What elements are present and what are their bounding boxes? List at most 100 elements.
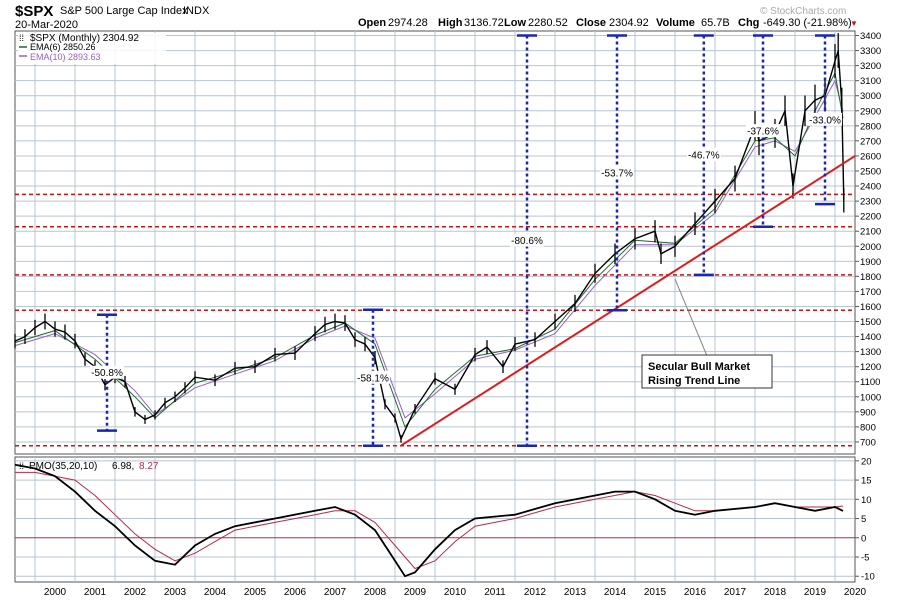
x-tick-label: 2000 — [44, 587, 67, 598]
x-tick-label: 2010 — [444, 587, 467, 598]
pmo-legend-icon: ⁞⁞ — [19, 461, 24, 471]
decline-label: -33.0% — [809, 115, 841, 126]
x-tick-label: 2011 — [484, 587, 506, 598]
chart-exchange: INDX — [183, 5, 210, 17]
y-tick-label: 1700 — [860, 287, 881, 298]
decline-label-bg — [686, 148, 721, 162]
chg-label: Chg — [738, 17, 759, 29]
x-tick-label: 2001 — [84, 587, 107, 598]
callout-box — [641, 354, 773, 389]
decline-label-bg — [600, 165, 634, 179]
x-tick-label: 2009 — [404, 587, 427, 598]
legend-ema10: EMA(10) 2893.63 — [30, 52, 101, 62]
open-value: 2974.28 — [388, 17, 428, 29]
low-label: Low — [504, 17, 526, 29]
y-tick-label: 2200 — [860, 212, 881, 223]
y-tick-label: 1500 — [860, 317, 881, 328]
decline-label: -46.7% — [688, 151, 720, 162]
x-tick-label: 2004 — [204, 587, 227, 598]
decline-label: -80.6% — [511, 236, 543, 247]
chg-value: -649.30 (-21.98%) — [763, 17, 852, 29]
x-tick-label: 2020 — [844, 587, 867, 598]
x-tick-label: 2006 — [284, 587, 307, 598]
legend-ema6: EMA(6) 2850.26 — [30, 42, 96, 52]
trendline-callout: Secular Bull Market Rising Trend Line — [641, 278, 773, 389]
y-tick-label: 1000 — [860, 392, 881, 403]
volume-value: 65.7B — [701, 17, 730, 29]
legend-bg — [18, 33, 166, 64]
callout-line2: Rising Trend Line — [648, 375, 740, 387]
close-value: 2304.92 — [609, 17, 649, 29]
ohlc-readout: Open 2974.28 High 3136.72 Low 2280.52 Cl… — [358, 17, 858, 29]
y-tick-label: 3200 — [860, 61, 881, 72]
pmo-series — [14, 463, 844, 578]
pmo-legend-name: PMO(35,20,10) — [29, 461, 97, 472]
chart-symbol: $SPX — [15, 3, 53, 20]
y-tick-label: 1900 — [860, 257, 881, 268]
decline-label: -37.6% — [747, 127, 779, 138]
secular-trendline — [400, 155, 856, 447]
y-tick-label: 2300 — [860, 197, 881, 208]
decline-layer: -50.8% -58.1% -80.6% -53.7% -46.7% -37.6% -33.… — [90, 34, 842, 447]
pmo-y-axis: -10 -5 0 5 10 15 20 — [855, 456, 875, 583]
price-y-axis: 700 800 900 1000 1100 1200 1300 1400 1500 1600 170… — [855, 31, 881, 448]
y-tick-label: 2400 — [860, 182, 881, 193]
ema10-line — [14, 79, 844, 419]
decline-label-bg — [510, 233, 544, 247]
volume-label: Volume — [656, 17, 695, 29]
x-tick-label: 2013 — [564, 587, 587, 598]
y-tick-label: 2500 — [860, 166, 881, 177]
pmo-legend-signal: 8.27 — [139, 461, 159, 472]
pmo-legend: ⁞⁞ PMO(35,20,10) 6.98, 8.27 — [19, 461, 159, 472]
y-tick-label: 3100 — [860, 76, 881, 87]
y-tick-label: 1300 — [860, 347, 881, 358]
pmo-y-tick-label: -10 — [861, 572, 875, 583]
x-tick-label: 2002 — [124, 587, 147, 598]
x-tick-label: 2015 — [644, 587, 667, 598]
pmo-y-tick-label: 15 — [861, 476, 872, 487]
y-tick-label: 1400 — [860, 332, 881, 343]
x-tick-label: 2012 — [524, 587, 547, 598]
pmo-line — [14, 463, 844, 578]
y-tick-label: 2100 — [860, 227, 881, 238]
decline-label-bg — [746, 124, 780, 138]
callout-line1: Secular Bull Market — [648, 361, 750, 373]
close-label: Close — [576, 17, 606, 29]
y-tick-label: 3300 — [860, 46, 881, 57]
pmo-y-tick-label: 10 — [861, 495, 872, 506]
y-tick-label: 2000 — [860, 242, 881, 253]
y-tick-label: 2700 — [860, 136, 881, 147]
y-tick-label: 3400 — [860, 31, 881, 42]
chart-date: 20-Mar-2020 — [15, 19, 78, 31]
x-tick-label: 2007 — [324, 587, 347, 598]
x-tick-label: 2018 — [764, 587, 787, 598]
decline-label: -53.7% — [601, 168, 633, 179]
x-axis: 2000 2001 2002 2003 2004 2005 2006 2007 2008 2009… — [44, 587, 867, 598]
y-tick-label: 700 — [860, 437, 876, 448]
y-tick-label: 2600 — [860, 151, 881, 162]
y-tick-label: 1800 — [860, 272, 881, 283]
y-tick-label: 1100 — [860, 377, 880, 388]
y-tick-label: 1600 — [860, 302, 881, 313]
decline-label: -58.1% — [357, 373, 389, 384]
y-tick-label: 1200 — [860, 362, 881, 373]
pmo-y-tick-label: 5 — [861, 514, 866, 525]
y-tick-label: 800 — [860, 422, 876, 433]
pmo-y-tick-label: 0 — [861, 533, 866, 544]
y-tick-label: 2900 — [860, 106, 881, 117]
x-tick-label: 2017 — [724, 587, 747, 598]
x-tick-label: 2008 — [364, 587, 387, 598]
high-value: 3136.72 — [464, 17, 504, 29]
decline-label: -50.8% — [91, 368, 123, 379]
chg-arrow-icon: ▼ — [850, 19, 858, 28]
chart-symbol-name: S&P 500 Large Cap Index — [60, 5, 188, 17]
legend-main-icon: ⁞⁞ — [19, 33, 24, 43]
x-tick-label: 2019 — [804, 587, 827, 598]
price-grid — [15, 31, 855, 454]
decline-label-bg — [808, 112, 842, 126]
ema6-line — [14, 71, 844, 428]
decline-label-bg — [356, 370, 390, 384]
x-tick-label: 2005 — [244, 587, 267, 598]
y-tick-label: 900 — [860, 407, 876, 418]
